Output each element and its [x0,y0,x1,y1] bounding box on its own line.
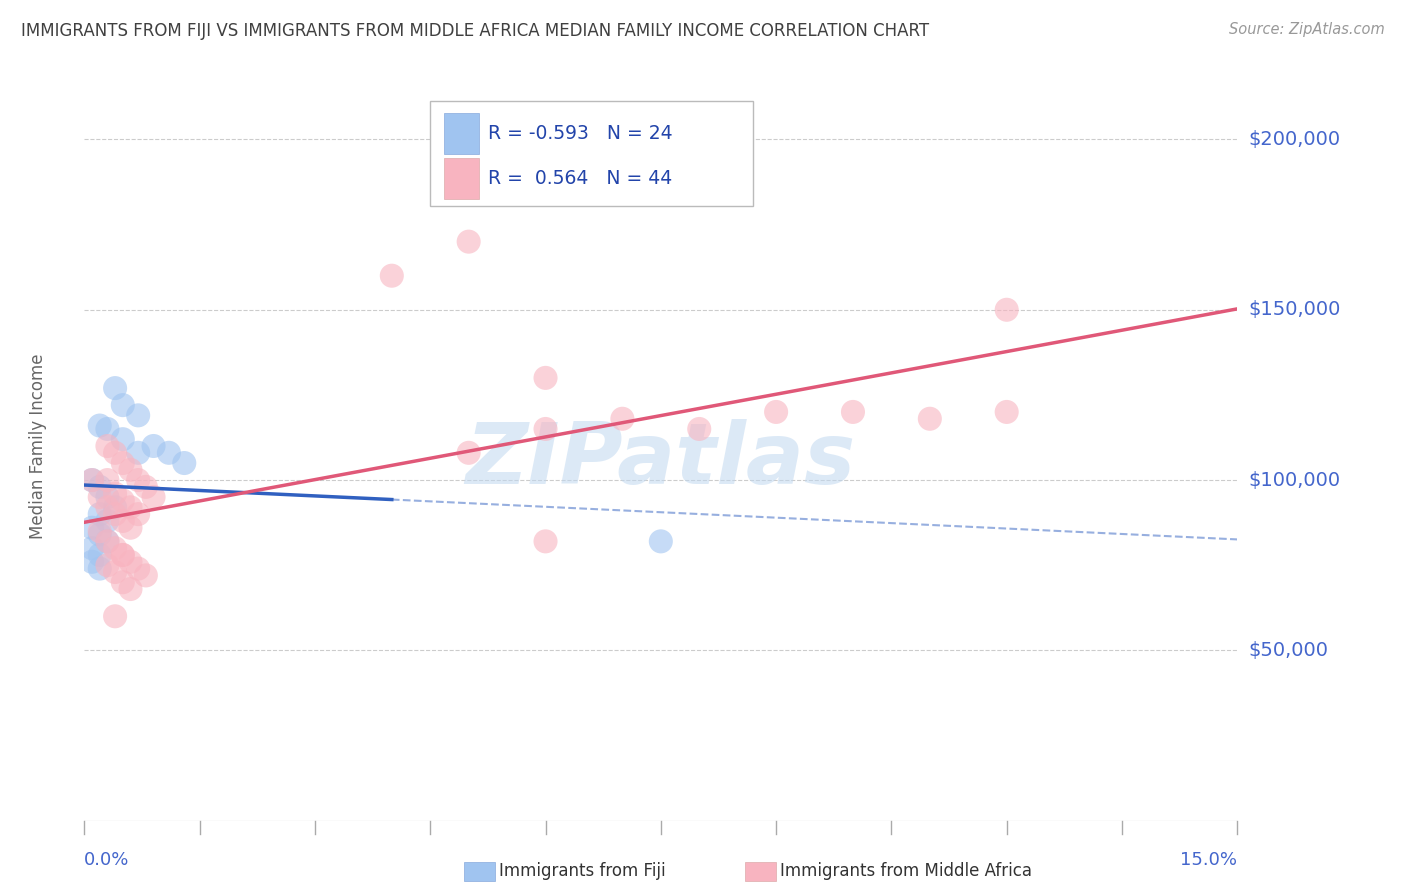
Point [120,555,142,569]
Point [135,480,157,494]
Point [457,446,479,460]
Point [104,507,127,521]
Point [104,381,127,395]
Point [650,534,672,549]
Point [89,527,111,541]
Point [89,418,111,433]
Point [104,486,127,500]
Point [120,463,142,477]
Text: IMMIGRANTS FROM FIJI VS IMMIGRANTS FROM MIDDLE AFRICA MEDIAN FAMILY INCOME CORRE: IMMIGRANTS FROM FIJI VS IMMIGRANTS FROM … [21,22,929,40]
Text: $200,000: $200,000 [1249,130,1341,149]
Point [612,411,634,425]
Point [135,568,157,582]
Point [104,565,127,579]
Point [120,500,142,515]
Text: 0.0%: 0.0% [84,851,129,869]
Point [120,582,142,596]
Point [688,422,710,436]
Text: Immigrants from Middle Africa: Immigrants from Middle Africa [780,863,1032,880]
FancyBboxPatch shape [430,102,754,206]
Point [173,456,195,470]
Point [534,422,557,436]
Point [842,405,865,419]
Point [89,480,111,494]
Point [80,555,103,569]
Text: Source: ZipAtlas.com: Source: ZipAtlas.com [1229,22,1385,37]
Point [96,558,118,573]
Point [765,405,787,419]
Point [89,490,111,504]
Point [142,439,165,453]
Point [111,432,134,446]
Text: R =  0.564   N = 44: R = 0.564 N = 44 [488,169,672,188]
Point [127,446,149,460]
Point [96,439,118,453]
Point [104,500,127,515]
Point [96,422,118,436]
Point [111,575,134,590]
Bar [444,112,478,153]
Point [157,446,180,460]
Point [111,548,134,562]
Point [96,473,118,487]
Point [104,541,127,556]
Text: 15.0%: 15.0% [1180,851,1237,869]
Point [457,235,479,249]
Text: Median Family Income: Median Family Income [30,353,48,539]
Point [80,473,103,487]
Point [111,493,134,508]
Point [104,609,127,624]
Point [995,302,1018,317]
Text: R = -0.593   N = 24: R = -0.593 N = 24 [488,124,672,143]
Point [111,398,134,412]
Text: $150,000: $150,000 [1249,301,1341,319]
Point [89,548,111,562]
Point [381,268,404,283]
Point [104,446,127,460]
Point [96,514,118,528]
Point [96,500,118,515]
Point [89,507,111,521]
Point [127,507,149,521]
Text: ZIPatlas: ZIPatlas [465,419,856,502]
Point [80,541,103,556]
Point [995,405,1018,419]
Point [80,521,103,535]
Point [534,534,557,549]
Point [111,514,134,528]
Point [534,371,557,385]
Point [111,456,134,470]
Point [96,534,118,549]
Point [96,490,118,504]
Point [142,490,165,504]
Point [80,473,103,487]
Point [127,473,149,487]
Point [127,561,149,575]
Point [120,521,142,535]
Point [89,561,111,575]
Point [918,411,941,425]
Bar [444,158,478,199]
Text: $50,000: $50,000 [1249,640,1329,660]
Point [96,534,118,549]
Point [127,409,149,423]
Text: $100,000: $100,000 [1249,471,1341,490]
Point [111,548,134,562]
Text: Immigrants from Fiji: Immigrants from Fiji [499,863,666,880]
Point [89,524,111,538]
